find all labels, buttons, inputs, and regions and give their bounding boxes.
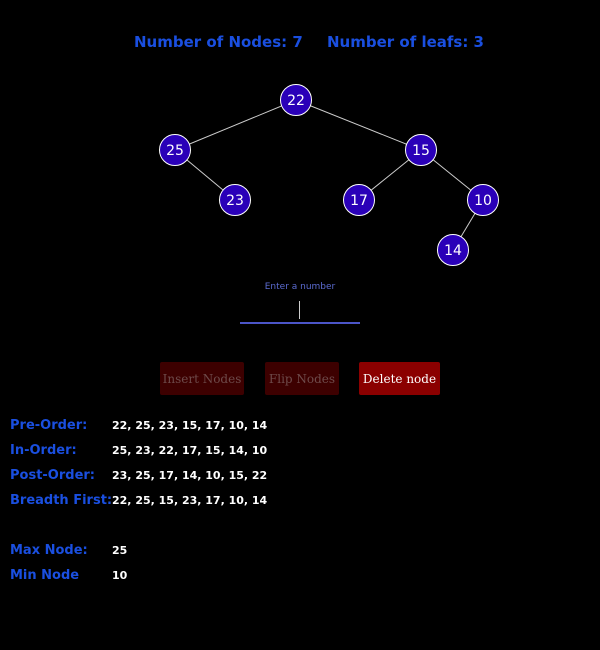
leaf-count: Number of leafs: 3 (327, 33, 484, 51)
text-cursor (299, 301, 300, 319)
pre-order-value: 22, 25, 23, 15, 17, 10, 14 (112, 419, 268, 432)
node-value: 17 (350, 193, 368, 209)
node-circle (437, 234, 469, 266)
binary-tree: 22 25 15 23 17 10 14 (159, 84, 499, 266)
breadth-first-value: 22, 25, 15, 23, 17, 10, 14 (112, 494, 268, 507)
tree-node-25[interactable]: 25 (159, 134, 191, 166)
node-value: 14 (444, 243, 462, 259)
in-order-value: 25, 23, 22, 17, 15, 14, 10 (112, 444, 268, 457)
breadth-first-label: Breadth First: (10, 493, 113, 508)
min-node-value: 10 (112, 569, 128, 582)
pre-order-row: Pre-Order: 22, 25, 23, 15, 17, 10, 14 (10, 418, 590, 436)
min-node-row: Min Node 10 (10, 568, 590, 586)
node-circle (405, 134, 437, 166)
edge-22-25 (174, 99, 297, 151)
breadth-first-row: Breadth First: 22, 25, 15, 23, 17, 10, 1… (10, 493, 590, 511)
tree-node-14[interactable]: 14 (437, 234, 469, 266)
tree-node-22[interactable]: 22 (280, 84, 312, 116)
node-circle (467, 184, 499, 216)
tree-edges (174, 99, 484, 251)
delete-node-button[interactable]: Delete node (359, 362, 440, 395)
post-order-label: Post-Order: (10, 468, 96, 483)
tree-node-10[interactable]: 10 (467, 184, 499, 216)
max-node-row: Max Node: 25 (10, 543, 590, 561)
node-circle (280, 84, 312, 116)
action-buttons: Insert Nodes Flip Nodes Delete node (0, 362, 600, 396)
tree-node-15[interactable]: 15 (405, 134, 437, 166)
post-order-row: Post-Order: 23, 25, 17, 14, 10, 15, 22 (10, 468, 590, 486)
node-circle (219, 184, 251, 216)
node-value: 25 (166, 143, 184, 159)
node-value: 15 (412, 143, 430, 159)
node-value: 23 (226, 193, 244, 209)
number-input[interactable] (240, 298, 360, 324)
number-input-group: Enter a number (240, 282, 360, 327)
in-order-label: In-Order: (10, 443, 77, 458)
node-value: 22 (287, 93, 305, 109)
max-node-value: 25 (112, 544, 128, 557)
insert-nodes-button[interactable]: Insert Nodes (160, 362, 244, 395)
min-node-label: Min Node (10, 568, 80, 583)
edge-22-15 (295, 99, 422, 151)
pre-order-label: Pre-Order: (10, 418, 88, 433)
node-count: Number of Nodes: 7 (134, 33, 303, 51)
in-order-row: In-Order: 25, 23, 22, 17, 15, 14, 10 (10, 443, 590, 461)
tree-stats: Number of Nodes: 7 Number of leafs: 3 (0, 33, 600, 53)
tree-node-17[interactable]: 17 (343, 184, 375, 216)
flip-nodes-button[interactable]: Flip Nodes (265, 362, 339, 395)
node-circle (343, 184, 375, 216)
max-node-label: Max Node: (10, 543, 88, 558)
post-order-value: 23, 25, 17, 14, 10, 15, 22 (112, 469, 268, 482)
node-circle (159, 134, 191, 166)
number-input-label: Enter a number (264, 282, 336, 292)
tree-node-23[interactable]: 23 (219, 184, 251, 216)
node-value: 10 (474, 193, 492, 209)
